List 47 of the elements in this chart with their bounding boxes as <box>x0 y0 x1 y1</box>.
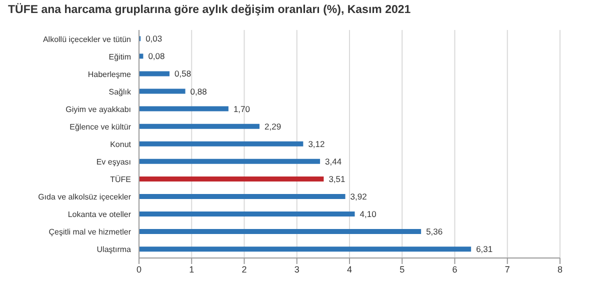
data-label: 3,51 <box>328 174 346 184</box>
data-label: 0,08 <box>148 51 166 62</box>
y-tick-label: TÜFE <box>110 175 131 184</box>
y-tick-label: Alkollü içecekler ve tütün <box>42 34 131 44</box>
y-tick-label: Ulaştırma <box>96 245 132 254</box>
data-label: 3,44 <box>325 156 342 166</box>
y-tick-label: Sağlık <box>108 87 132 96</box>
bar <box>139 88 186 94</box>
bar <box>139 158 320 164</box>
x-tick-label: 6 <box>452 264 458 274</box>
data-label: 5,36 <box>426 226 443 237</box>
bar <box>139 176 324 182</box>
bar <box>139 124 260 129</box>
chart-title: TÜFE ana harcama gruplarına göre aylık değişim oranları (%), Kasım 2021 <box>8 4 411 16</box>
y-tick-label: Ev eşyası <box>96 158 131 167</box>
data-label: 3,92 <box>350 192 368 202</box>
data-label: 2,29 <box>264 121 282 132</box>
y-tick-label: Giyim ve ayakkabı <box>66 104 131 114</box>
data-label: 0,58 <box>174 68 192 79</box>
data-label: 0,88 <box>190 86 208 96</box>
x-tick-label: 1 <box>189 264 194 274</box>
y-tick-label: Konut <box>110 140 132 149</box>
y-tick-label: Gıda ve alkolsüz içecekler <box>38 192 132 202</box>
y-tick-label: Çeşitli mal ve hizmetler <box>48 228 132 237</box>
bar <box>139 194 346 199</box>
bar <box>139 71 170 76</box>
data-label: 4,10 <box>360 209 377 220</box>
y-tick-label: Haberleşme <box>88 70 132 79</box>
data-label: 0,03 <box>146 34 162 44</box>
x-tick-label: 7 <box>504 264 510 274</box>
data-label: 6,31 <box>476 244 493 254</box>
data-label: 1,70 <box>233 104 250 114</box>
x-tick-label: 4 <box>346 264 352 274</box>
y-tick-label: Eğlence ve kültür <box>70 122 132 132</box>
x-tick-label: 8 <box>557 264 563 274</box>
bar <box>139 246 472 252</box>
y-tick-label: Lokanta ve oteller <box>68 210 132 220</box>
bar <box>139 229 422 234</box>
bar <box>139 212 355 217</box>
y-tick-label: Eğitim <box>108 52 132 62</box>
x-tick-label: 5 <box>400 264 405 274</box>
x-tick-label: 2 <box>242 264 247 274</box>
x-tick-label: 3 <box>294 264 300 274</box>
bar <box>139 106 228 112</box>
bar <box>139 141 304 146</box>
x-tick-label: 0 <box>136 264 142 274</box>
data-label: 3,12 <box>308 138 326 149</box>
